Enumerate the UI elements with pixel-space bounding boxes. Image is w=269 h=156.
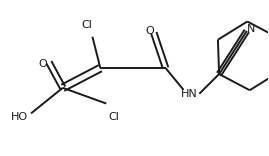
- Text: HN: HN: [181, 89, 198, 99]
- Text: N: N: [247, 24, 255, 34]
- Text: O: O: [146, 26, 154, 36]
- Text: HO: HO: [11, 112, 28, 122]
- Text: O: O: [38, 59, 47, 69]
- Text: Cl: Cl: [81, 20, 92, 30]
- Text: Cl: Cl: [109, 112, 120, 122]
